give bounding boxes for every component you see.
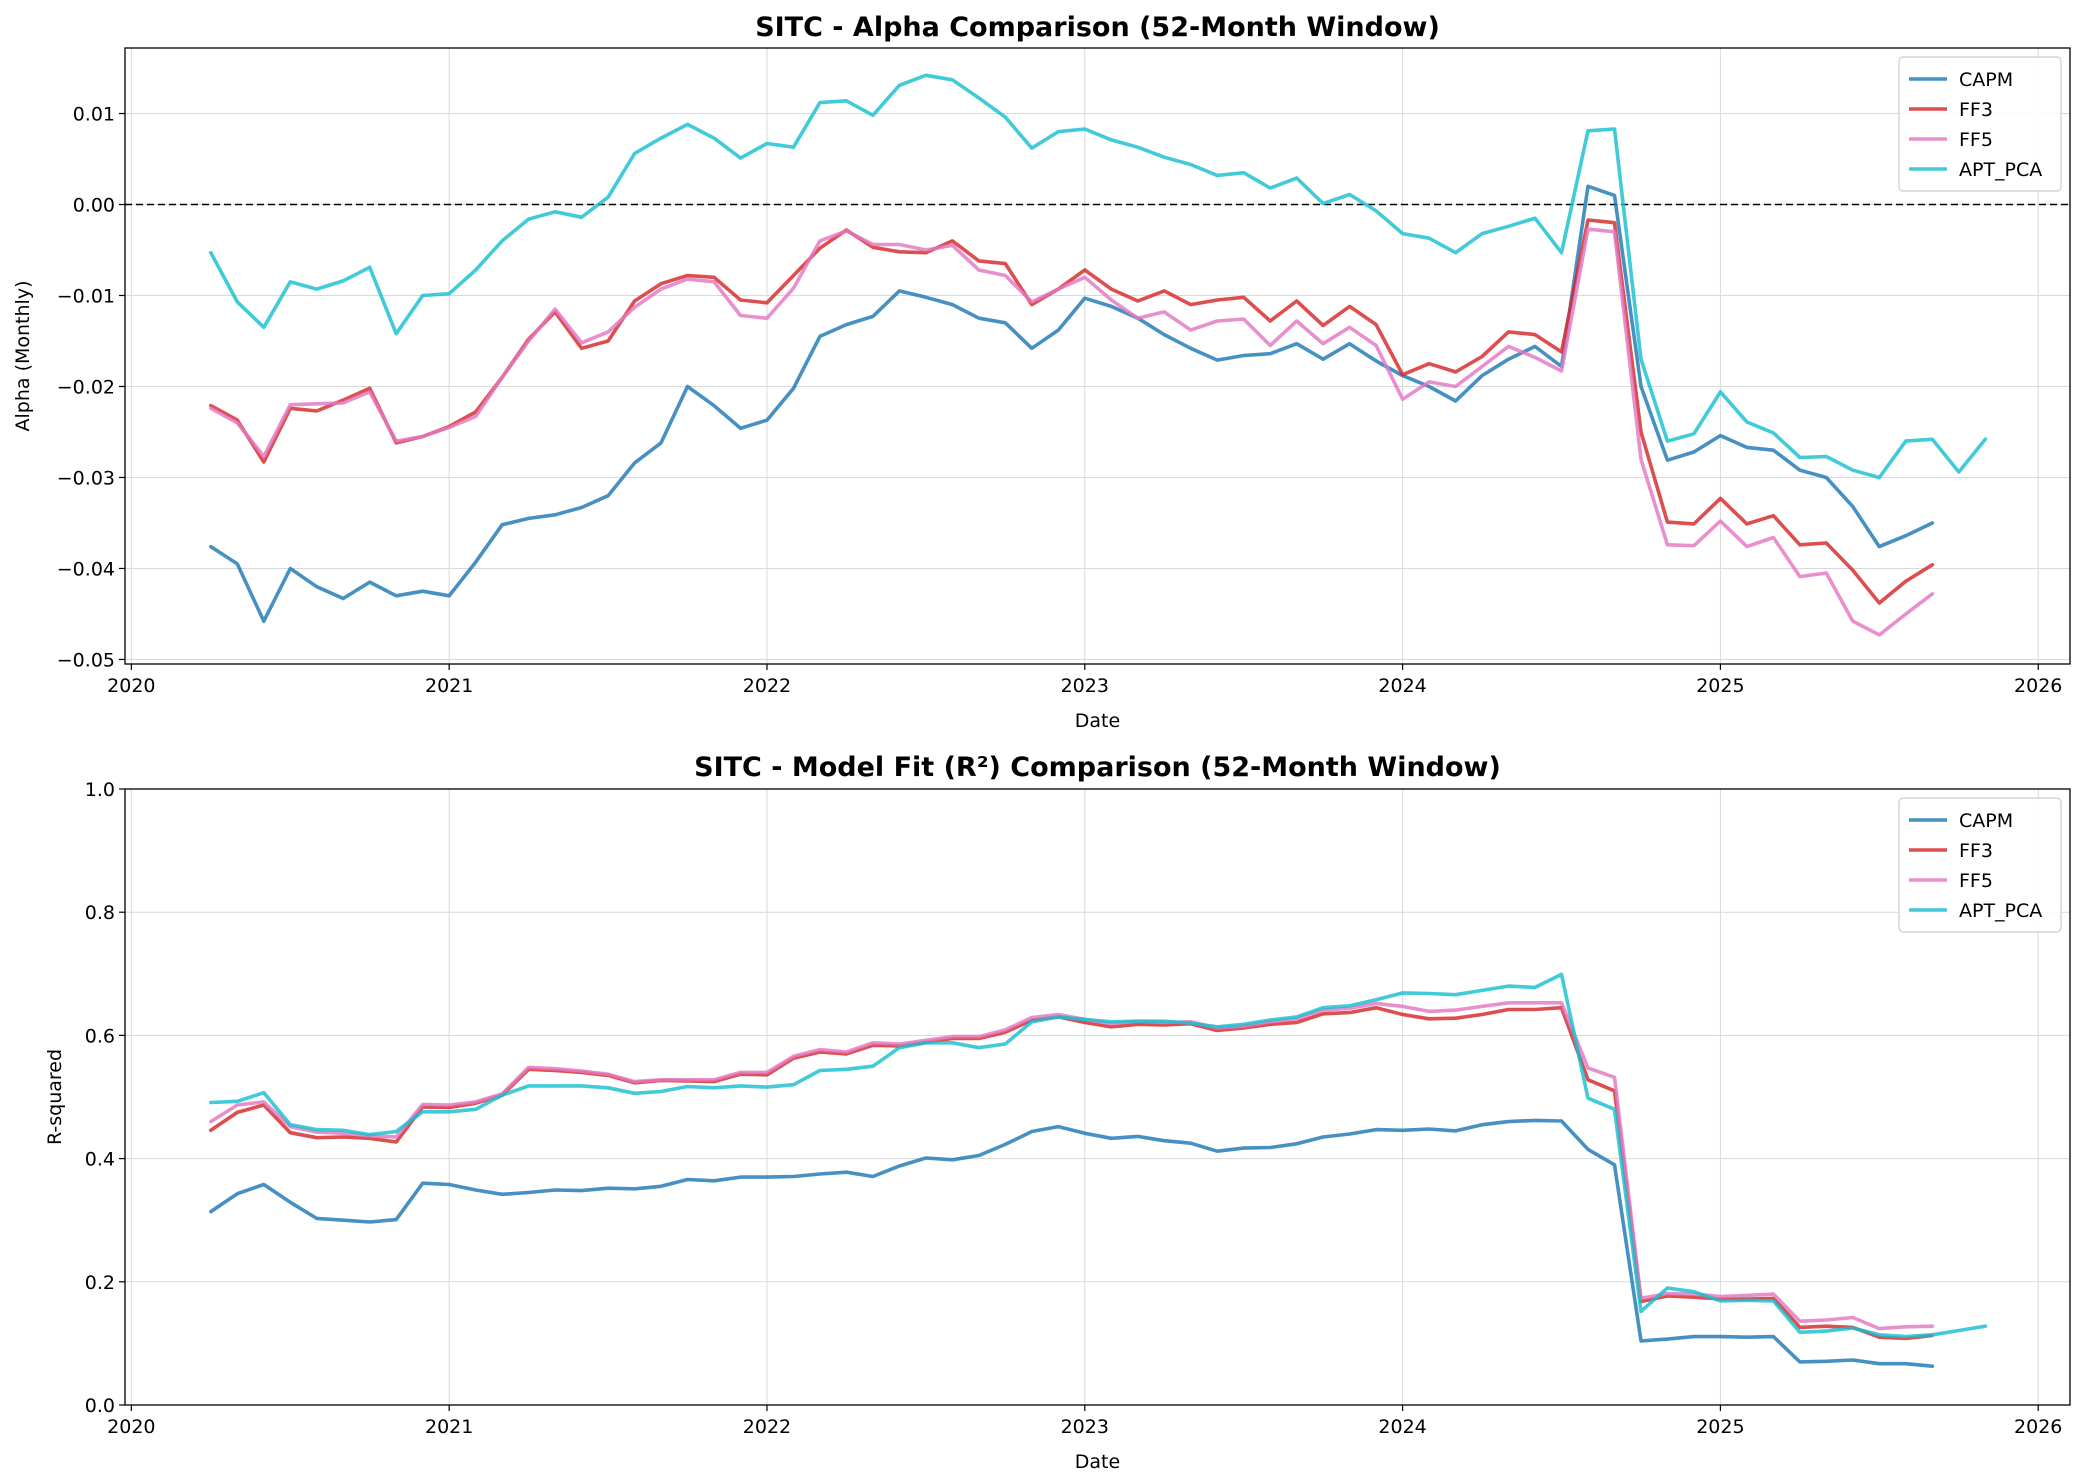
alpha-x-tick-label: 2022 (743, 675, 791, 697)
rsquared-series-line-capm (209, 1118, 1935, 1368)
alpha-y-tick-label: −0.03 (57, 467, 115, 489)
alpha-x-tick-label: 2023 (1061, 675, 1109, 697)
alpha-x-tick-label: 2021 (425, 675, 473, 697)
alpha-y-tick-label: −0.02 (57, 376, 115, 398)
alpha-series-line-ff5 (209, 227, 1935, 637)
rsquared-y-tick-label: 0.6 (85, 1025, 115, 1047)
alpha-y-tick-label: −0.01 (57, 285, 115, 307)
rsquared-legend: CAPM FF3 FF5 APT_PCA (1898, 797, 2062, 933)
alpha-x-tick-label: 2024 (1378, 675, 1426, 697)
rsquared-x-tick-label: 2024 (1378, 1416, 1426, 1438)
rsquared-x-tick-label: 2022 (743, 1416, 791, 1438)
rsquared-y-tick-label: 0.8 (85, 902, 115, 924)
rsquared-x-tick-label: 2025 (1696, 1416, 1744, 1438)
alpha-y-tick-label: 0.01 (73, 104, 115, 126)
alpha-legend-label: APT_PCA (1959, 159, 2042, 181)
alpha-y-tick-label: 0.00 (73, 195, 115, 217)
alpha-chart-title: SITC - Alpha Comparison (52-Month Window… (755, 12, 1440, 43)
alpha-legend: CAPM FF3 FF5 APT_PCA (1898, 56, 2062, 192)
alpha-x-tick-label: 2025 (1696, 675, 1744, 697)
rsquared-y-tick-label: 0.4 (85, 1149, 115, 1171)
alpha-legend-label: FF5 (1959, 129, 1993, 151)
alpha-x-tick-label: 2026 (2014, 675, 2062, 697)
alpha-series-line-apt-pca (209, 73, 1988, 480)
alpha-x-tick-label: 2020 (107, 675, 155, 697)
rsquared-y-tick-label: 0.2 (85, 1272, 115, 1294)
alpha-chart-panel: 2020 2021 2022 2023 2024 2025 2026 −0.05 −0.04 −… (12, 12, 2071, 732)
rsquared-legend-label: CAPM (1959, 810, 2013, 832)
rsquared-plot-frame (124, 788, 2071, 1406)
alpha-plot-frame (124, 47, 2071, 665)
alpha-legend-label: CAPM (1959, 69, 2013, 91)
rsquared-chart-panel: 2020 2021 2022 2023 2024 2025 2026 0.0 0.2 0.4 0.… (44, 752, 2071, 1473)
rsquared-x-tick-label: 2020 (107, 1416, 155, 1438)
rsquared-series-line-apt-pca (209, 972, 1988, 1339)
rsquared-x-tick-label: 2026 (2014, 1416, 2062, 1438)
rsquared-chart-title: SITC - Model Fit (R²) Comparison (52-Mon… (694, 752, 1501, 783)
rsquared-x-tick-label: 2021 (425, 1416, 473, 1438)
rsquared-x-tick-label: 2023 (1061, 1416, 1109, 1438)
alpha-y-axis-label: Alpha (Monthly) (12, 281, 34, 432)
rsquared-legend-label: APT_PCA (1959, 900, 2042, 922)
alpha-x-axis-label: Date (1075, 710, 1120, 732)
alpha-legend-label: FF3 (1959, 99, 1993, 121)
rsquared-y-tick-label: 0.0 (85, 1395, 115, 1417)
rsquared-legend-label: FF5 (1959, 870, 1993, 892)
alpha-series-line-capm (209, 184, 1935, 624)
alpha-y-tick-label: −0.04 (57, 558, 115, 580)
alpha-y-tick-label: −0.05 (57, 649, 115, 671)
rsquared-legend-label: FF3 (1959, 840, 1993, 862)
alpha-legend-box (1898, 56, 2062, 192)
rsquared-x-axis-label: Date (1075, 1451, 1120, 1473)
rsquared-y-tick-label: 1.0 (85, 779, 115, 801)
rsquared-y-axis-label: R-squared (44, 1049, 66, 1145)
rsquared-legend-box (1898, 797, 2062, 933)
